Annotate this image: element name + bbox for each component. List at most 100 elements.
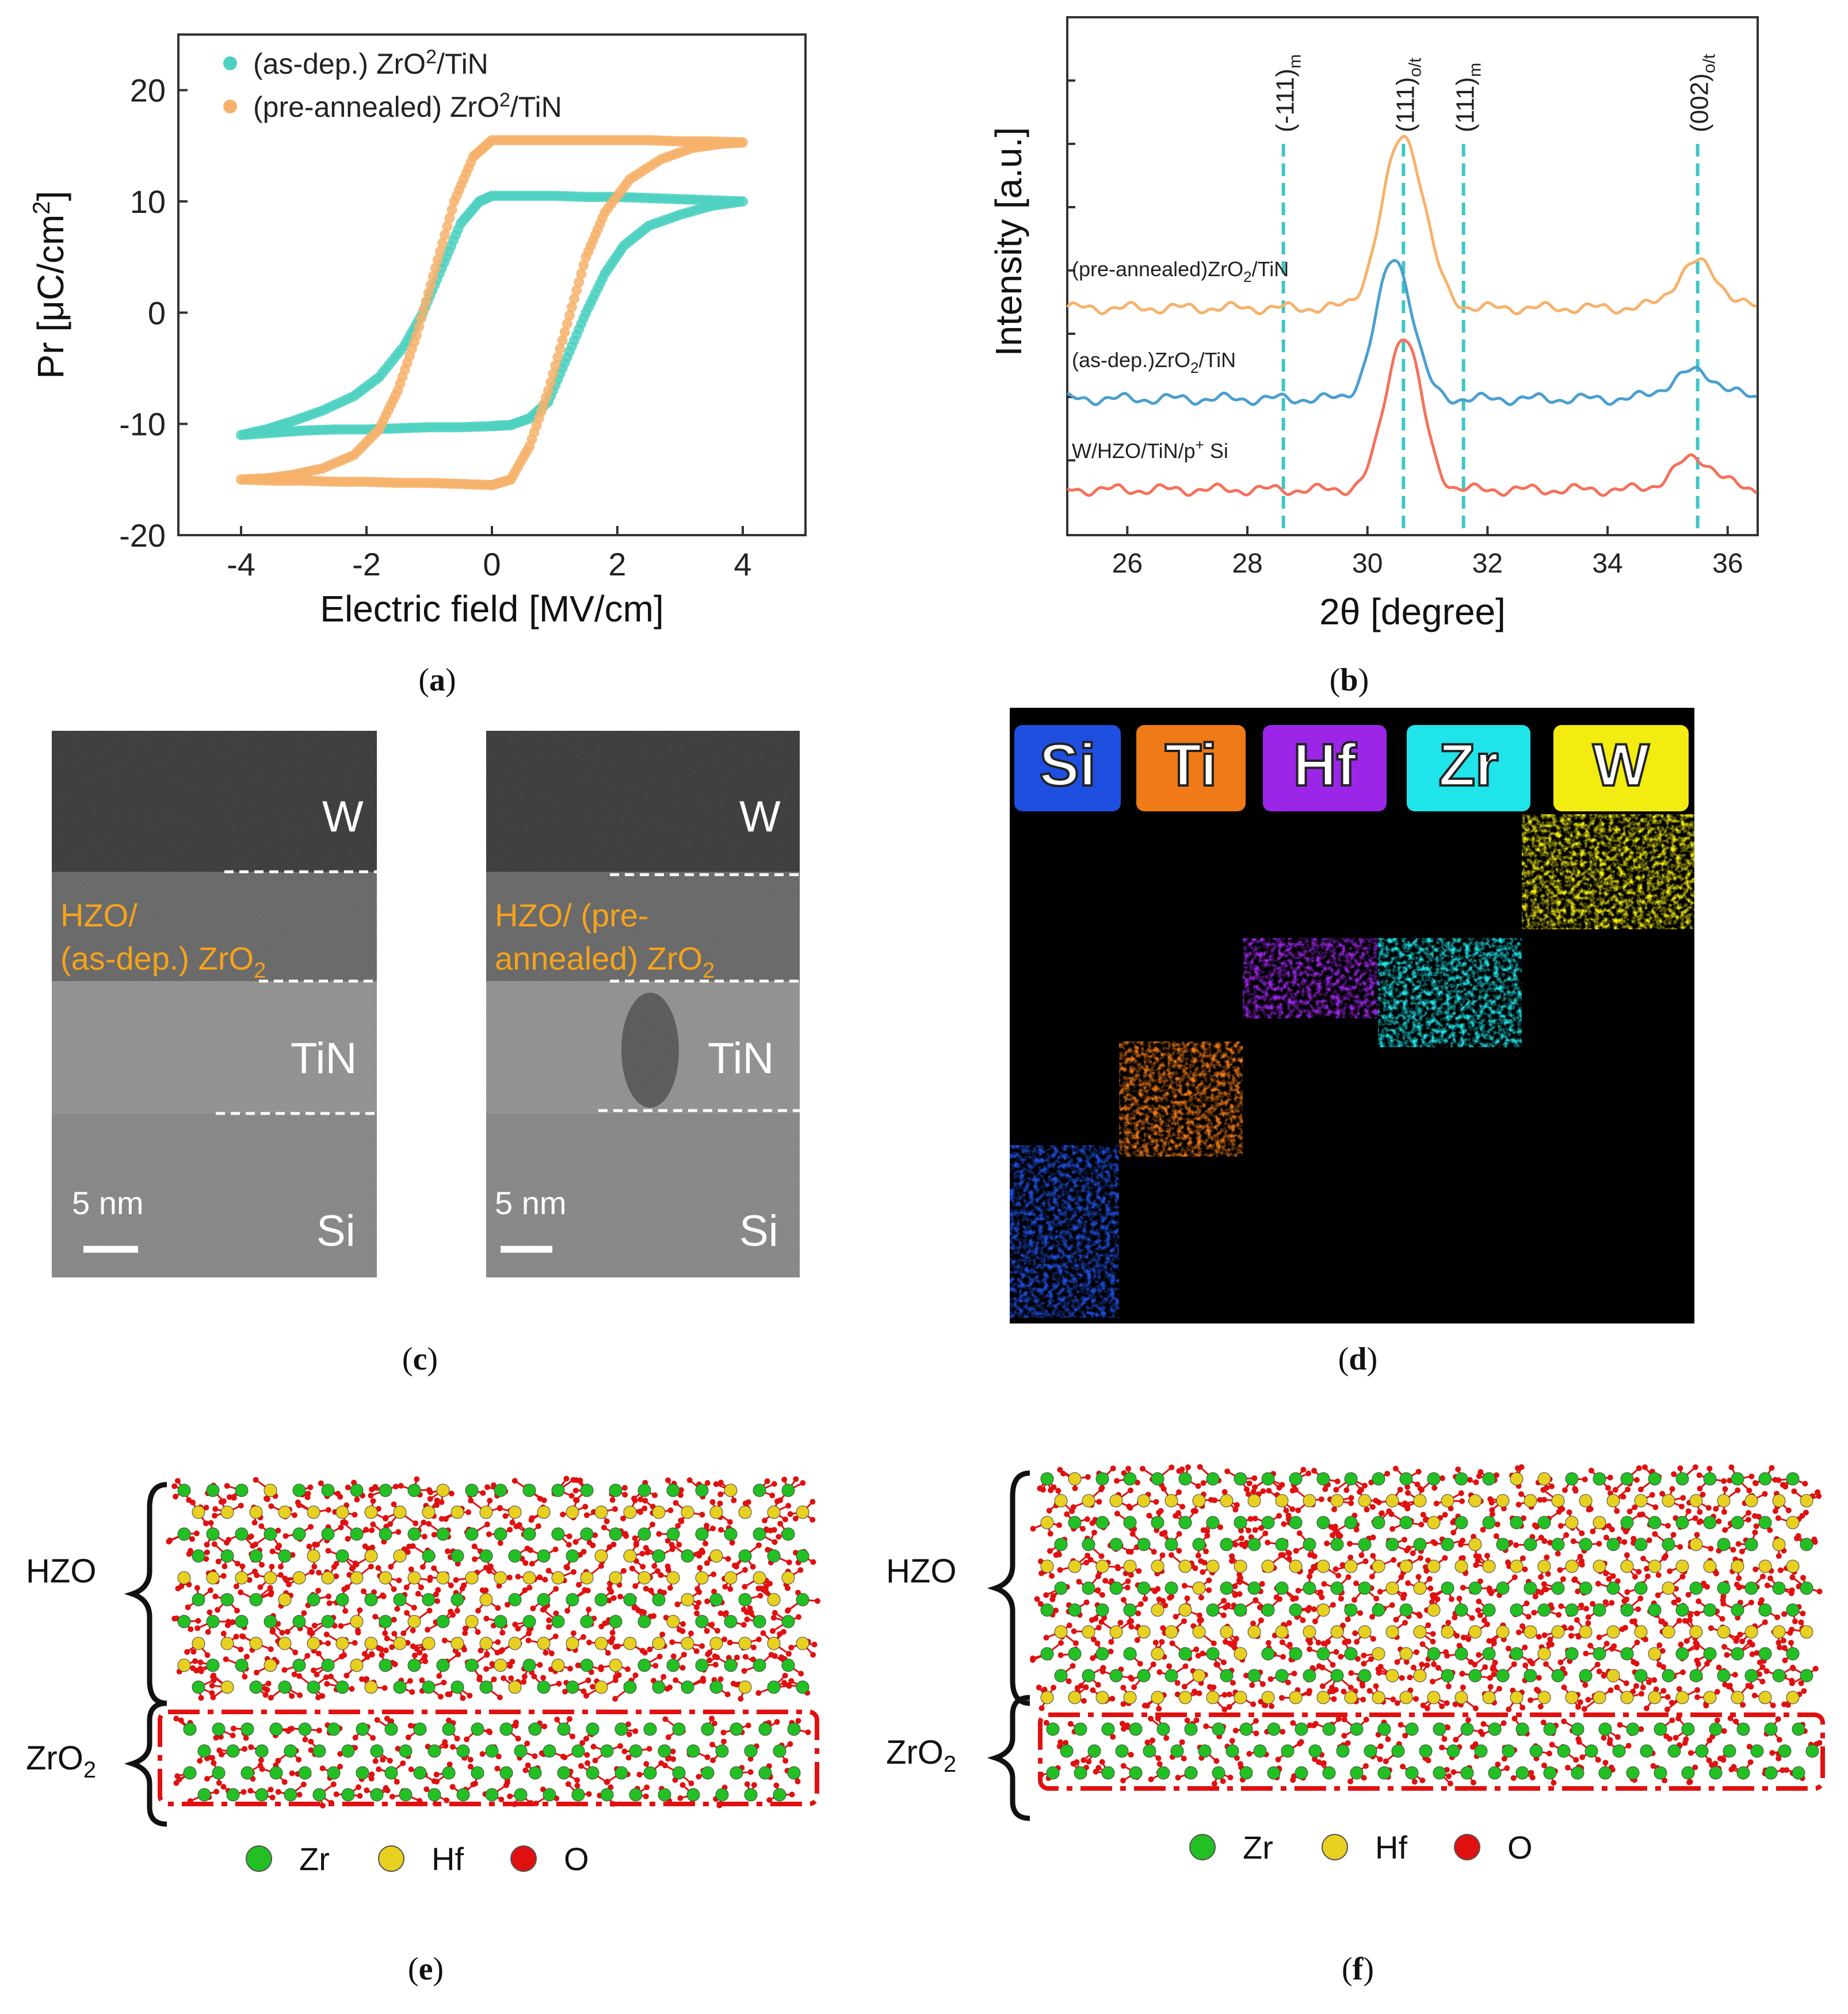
a-point-preanneal: [548, 368, 559, 379]
o-atom: [513, 1723, 519, 1729]
hf-atom: [781, 1571, 795, 1585]
zr-atom: [753, 1615, 766, 1628]
o-atom: [1541, 1538, 1548, 1544]
zr-atom: [758, 1722, 772, 1736]
o-atom: [1815, 1489, 1821, 1496]
o-atom: [1480, 1527, 1486, 1533]
zr-atom: [379, 1483, 392, 1497]
o-atom: [1677, 1465, 1683, 1471]
o-atom: [1257, 1604, 1263, 1611]
zr-atom: [666, 1615, 680, 1628]
o-atom: [507, 1663, 513, 1669]
hf-atom: [1468, 1494, 1482, 1508]
zr-atom: [206, 1483, 220, 1497]
o-atom: [535, 1523, 541, 1529]
o-atom: [1767, 1527, 1773, 1534]
zr-atom: [629, 1744, 643, 1758]
o-atom: [1406, 1545, 1412, 1551]
o-atom: [1265, 1539, 1271, 1546]
hf-atom: [1151, 1559, 1164, 1573]
o-atom: [516, 1522, 522, 1528]
eds-map-ti: [1119, 1042, 1243, 1157]
zr-atom: [600, 1744, 614, 1758]
o-atom: [215, 1607, 221, 1613]
o-atom: [1671, 1471, 1677, 1477]
o-atom: [556, 1680, 562, 1687]
o-atom: [1206, 1577, 1212, 1584]
o-atom: [1247, 1516, 1254, 1522]
o-atom: [392, 1661, 398, 1668]
o-atom: [633, 1542, 639, 1548]
o-atom: [410, 1627, 416, 1634]
zr-atom: [1427, 1516, 1441, 1529]
tem-right-tin-label: TiN: [708, 1034, 774, 1083]
zr-atom: [1537, 1603, 1551, 1617]
hf-atom: [1675, 1559, 1689, 1573]
o-atom: [1746, 1510, 1752, 1516]
o-atom: [1679, 1573, 1686, 1580]
o-atom: [506, 1574, 513, 1581]
o-atom: [1236, 1576, 1243, 1582]
o-atom: [1056, 1522, 1062, 1528]
o-atom: [197, 1758, 203, 1764]
o-atom: [1692, 1464, 1698, 1470]
o-atom: [515, 1626, 521, 1632]
zr-atom: [465, 1483, 479, 1497]
o-atom: [497, 1505, 503, 1512]
o-atom: [1392, 1466, 1399, 1472]
o-atom: [1376, 1499, 1382, 1505]
o-atom: [1179, 1504, 1186, 1510]
zr-atom: [1303, 1581, 1316, 1595]
o-atom: [1642, 1464, 1648, 1470]
hf-atom: [566, 1637, 579, 1650]
zr-atom: [508, 1593, 522, 1607]
o-atom: [800, 1480, 806, 1486]
o-atom: [1460, 1585, 1466, 1591]
o-atom: [258, 1757, 264, 1763]
zr-atom: [264, 1658, 277, 1672]
o-atom: [643, 1793, 649, 1799]
zr-atom: [781, 1658, 795, 1672]
o-atom: [446, 1691, 453, 1698]
zr-atom: [192, 1549, 205, 1563]
a-xtick-label: 4: [734, 546, 751, 582]
o-atom: [323, 1631, 330, 1638]
zr-atom: [407, 1483, 421, 1497]
o-atom: [1151, 1548, 1157, 1555]
o-atom: [1730, 1547, 1736, 1553]
o-atom: [578, 1763, 585, 1769]
o-atom: [620, 1515, 627, 1521]
o-atom: [696, 1600, 702, 1606]
a-xtick-label: -4: [227, 546, 255, 582]
o-atom: [368, 1563, 374, 1570]
o-atom: [608, 1639, 614, 1645]
o-atom: [762, 1517, 768, 1524]
zr-atom: [206, 1527, 220, 1541]
o-atom: [656, 1653, 663, 1660]
o-atom: [404, 1609, 410, 1616]
o-atom: [308, 1747, 314, 1753]
o-atom: [1160, 1486, 1167, 1492]
o-atom: [1142, 1596, 1148, 1602]
zr-atom: [1510, 1603, 1524, 1617]
o-atom: [566, 1716, 572, 1722]
zr-atom: [522, 1615, 536, 1628]
o-atom: [1195, 1483, 1201, 1489]
o-atom: [1200, 1480, 1206, 1486]
o-atom: [1137, 1601, 1144, 1607]
o-atom: [605, 1650, 611, 1656]
o-atom: [425, 1627, 431, 1633]
o-atom: [1277, 1596, 1283, 1602]
o-atom: [254, 1572, 260, 1578]
zr-atom: [278, 1549, 292, 1563]
zr-atom: [686, 1788, 700, 1802]
o-atom: [1292, 1486, 1299, 1493]
o-atom: [254, 1669, 260, 1676]
o-atom: [487, 1563, 494, 1570]
b-series-label: (as-dep.)ZrO2/TiN: [1072, 348, 1236, 376]
o-atom: [805, 1729, 811, 1735]
o-atom: [1168, 1552, 1174, 1558]
o-atom: [1782, 1483, 1789, 1490]
o-atom: [1802, 1481, 1808, 1487]
zr-atom: [1427, 1472, 1441, 1486]
